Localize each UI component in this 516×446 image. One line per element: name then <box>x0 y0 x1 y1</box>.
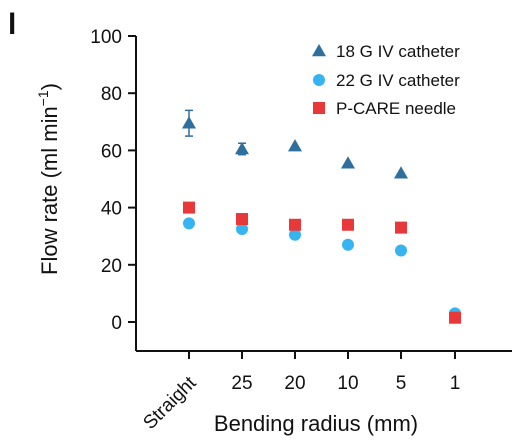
data-point-square <box>183 201 195 214</box>
data-point-square <box>289 218 301 231</box>
data-point-triangle <box>394 166 408 179</box>
legend-label: P-CARE needle <box>336 99 456 118</box>
x-tick-label: 5 <box>396 373 407 394</box>
data-point-square <box>236 213 248 226</box>
data-point-circle <box>236 223 248 236</box>
legend-label: 22 G IV catheter <box>336 71 460 90</box>
legend-label: 18 G IV catheter <box>336 42 460 61</box>
data-point-circle <box>289 228 301 241</box>
legend-marker-circle <box>313 74 325 86</box>
y-tick-label: 100 <box>90 27 122 48</box>
y-tick-label: 60 <box>101 141 122 162</box>
y-axis-label: Flow rate (ml min−1) <box>35 83 62 275</box>
data-point-circle <box>395 244 407 257</box>
data-marks <box>182 109 461 324</box>
data-point-circle <box>183 217 195 230</box>
x-tick-label: 1 <box>450 373 461 394</box>
x-tick-label: 10 <box>337 373 358 394</box>
data-point-triangle <box>341 156 355 169</box>
legend-marker-square <box>313 102 325 114</box>
y-tick-label: 40 <box>101 199 122 220</box>
legend-marker-triangle <box>312 44 326 57</box>
x-tick-label: 20 <box>284 373 305 394</box>
x-tick-label: Straight <box>139 372 201 434</box>
data-point-square <box>342 218 354 231</box>
y-axis-label-main: Flow rate (ml min <box>37 106 62 275</box>
legend: 18 G IV catheter 22 G IV catheter P-CARE n… <box>312 42 460 118</box>
y-tick-label: 0 <box>111 313 122 334</box>
data-point-triangle <box>288 139 302 152</box>
y-axis-label-close: ) <box>37 83 62 90</box>
y-tick-label: 20 <box>101 256 122 277</box>
y-axis-label-superscript: −1 <box>35 90 51 106</box>
x-tick-label: 25 <box>231 373 252 394</box>
x-axis-label: Bending radius (mm) <box>214 411 418 436</box>
panel-label: l <box>8 8 16 41</box>
data-point-circle <box>342 238 354 251</box>
data-point-triangle <box>182 116 196 129</box>
data-point-square <box>449 311 461 324</box>
data-point-triangle <box>235 141 249 155</box>
data-point-square <box>395 221 407 234</box>
y-tick-label: 80 <box>101 84 122 105</box>
